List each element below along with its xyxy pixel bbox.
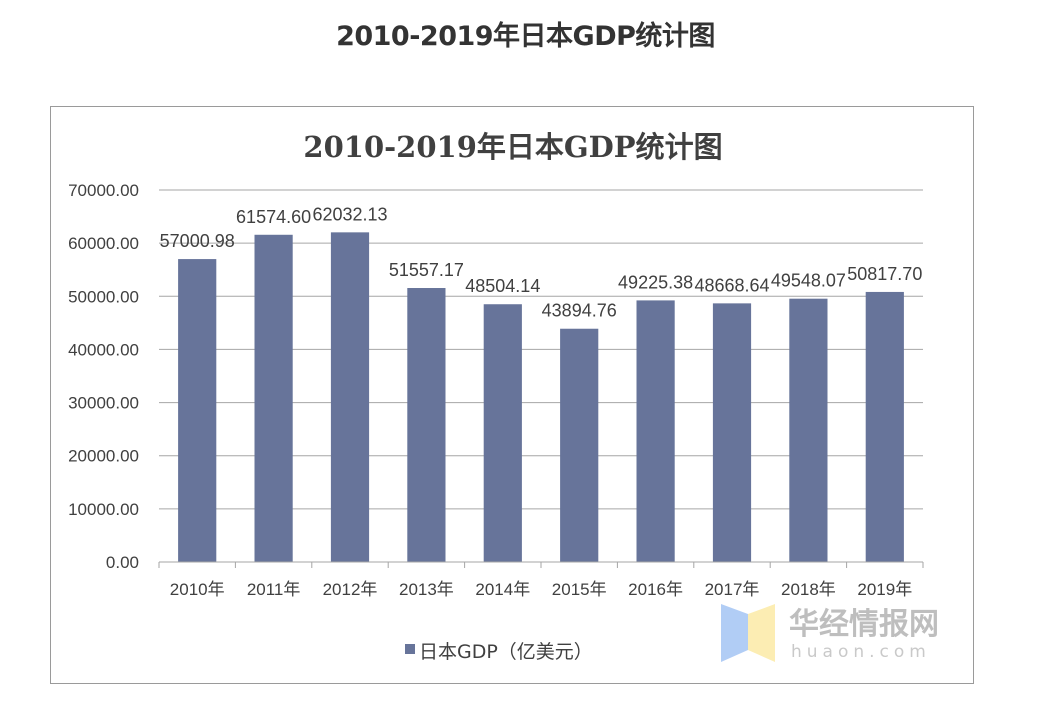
bar: [407, 288, 446, 562]
legend: 日本GDP（亿美元）: [405, 641, 593, 663]
x-tick-label: 2011年: [247, 580, 301, 599]
page-title: 2010-2019年日本GDP统计图: [336, 21, 715, 52]
x-tick-label: 2012年: [323, 580, 378, 599]
y-tick-label: 50000.00: [68, 287, 139, 306]
bar: [178, 259, 217, 562]
data-label: 49548.07: [771, 271, 846, 291]
x-tick-label: 2016年: [628, 580, 683, 599]
data-label: 61574.60: [236, 207, 311, 227]
bar-chart: 2010-2019年日本GDP统计图 0.00 10000.00 20000.00 3…: [68, 130, 939, 663]
data-label: 62032.13: [312, 204, 387, 224]
data-label: 48504.14: [465, 276, 540, 296]
x-tick-label: 2018年: [781, 580, 836, 599]
x-tick-label: 2013年: [399, 580, 454, 599]
y-tick-label: 0.00: [106, 553, 139, 572]
bar: [483, 304, 522, 562]
y-tick-label: 70000.00: [68, 181, 139, 200]
chart-title: 2010-2019年日本GDP统计图: [303, 130, 722, 164]
x-tick-label: 2019年: [857, 580, 912, 599]
y-axis-labels: 0.00 10000.00 20000.00 30000.00 40000.00 5000…: [68, 181, 139, 572]
chart-frame: 2010-2019年日本GDP统计图 0.00 10000.00 20000.00 3…: [50, 106, 974, 684]
watermark-text-cn: 华经情报网: [789, 607, 939, 642]
legend-swatch: [405, 644, 415, 654]
bars: [178, 232, 904, 562]
x-tick-label: 2010年: [170, 580, 225, 599]
x-tick-label: 2015年: [552, 580, 607, 599]
bar: [330, 232, 370, 562]
x-tick-label: 2014年: [475, 580, 530, 599]
data-label: 49225.38: [618, 272, 693, 292]
bar: [712, 303, 752, 562]
data-label: 51557.17: [389, 260, 464, 280]
data-label: 50817.70: [847, 264, 922, 284]
watermark: 华经情报网 huaon.com: [721, 604, 939, 662]
watermark-logo-right: [748, 604, 775, 662]
legend-label: 日本GDP（亿美元）: [419, 641, 593, 663]
bar: [636, 300, 675, 562]
bar: [865, 291, 904, 562]
y-tick-label: 40000.00: [68, 340, 139, 359]
y-tick-label: 30000.00: [68, 394, 139, 413]
y-tick-label: 60000.00: [68, 234, 139, 253]
x-tick-label: 2017年: [705, 580, 760, 599]
watermark-logo-left: [721, 604, 748, 662]
data-label: 43894.76: [542, 301, 617, 321]
y-tick-label: 10000.00: [68, 500, 139, 519]
x-axis: 2010年 2011年 2012年 2013年 2014年 2015年 2016年 2017年…: [158, 561, 924, 599]
bar: [254, 234, 293, 562]
y-tick-label: 20000.00: [68, 447, 139, 466]
data-label: 57000.98: [160, 231, 235, 251]
data-label: 48668.64: [694, 275, 769, 295]
bar: [560, 328, 599, 562]
watermark-text-en: huaon.com: [791, 642, 931, 662]
bar: [789, 298, 828, 562]
